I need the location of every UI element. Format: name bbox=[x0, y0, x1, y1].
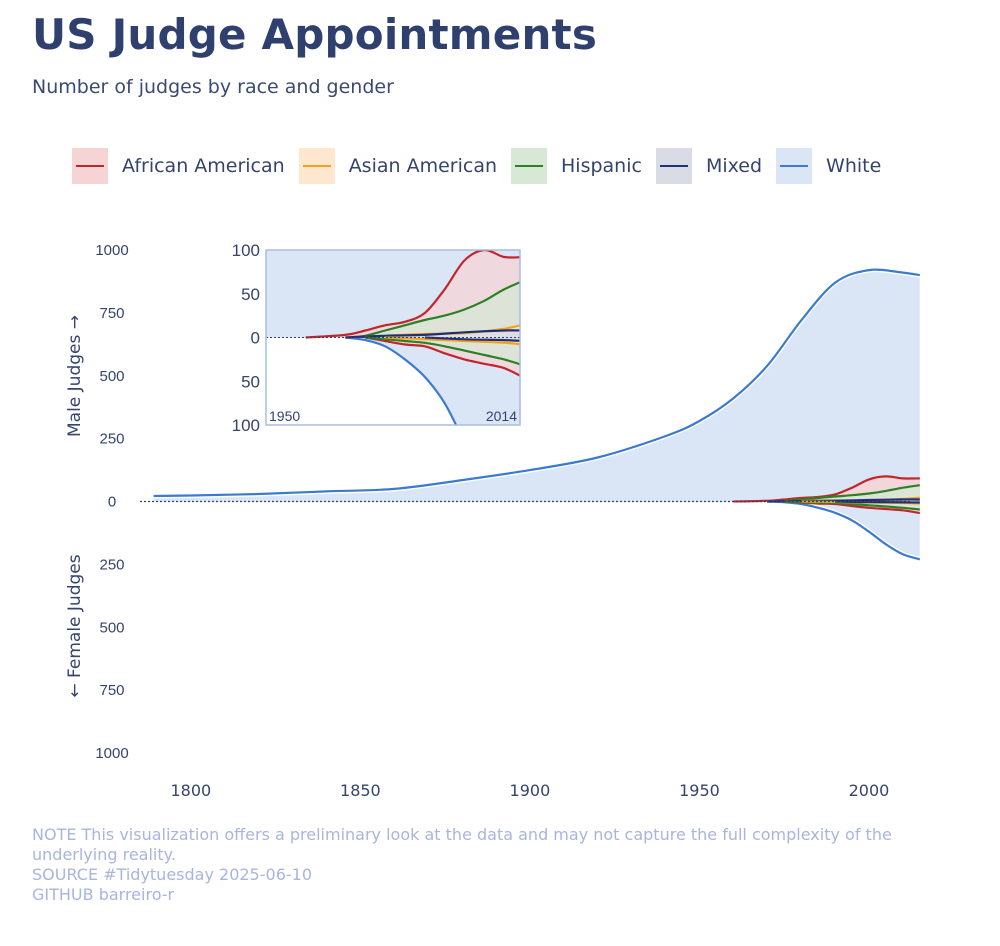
legend-item-hispanic[interactable]: Hispanic bbox=[511, 148, 642, 184]
legend-label: Mixed bbox=[705, 155, 763, 177]
inset-line-hispanic-male bbox=[345, 281, 520, 339]
legend-item-african-american[interactable]: African American bbox=[72, 148, 285, 184]
y-tick-label: 0 bbox=[108, 494, 116, 511]
footer-github[interactable]: GITHUB barreiro-r bbox=[32, 885, 175, 904]
y-tick-label: 500 bbox=[99, 619, 124, 636]
legend-item-mixed[interactable]: Mixed bbox=[655, 148, 763, 184]
x-tick-label: 1950 bbox=[679, 781, 720, 800]
footer-source: SOURCE #Tidytuesday 2025-06-10 bbox=[32, 865, 312, 884]
inset-x-label-start: 1950 bbox=[269, 408, 300, 424]
inset-line-mixed-male bbox=[345, 329, 520, 339]
inset-line-african-american-male bbox=[305, 250, 520, 339]
y-tick-label: 1000 bbox=[95, 745, 128, 762]
area-white-male bbox=[153, 269, 920, 502]
legend-label: Asian American bbox=[348, 155, 498, 177]
line-white-male[interactable] bbox=[153, 268, 920, 498]
inset-content bbox=[266, 250, 520, 425]
x-tick-label: 2000 bbox=[849, 781, 890, 800]
inset-border bbox=[265, 249, 521, 426]
inset-plot: 100 50 0 50 100 1950 2014 bbox=[232, 241, 521, 435]
legend-swatch-hispanic bbox=[511, 148, 548, 184]
footer-note: NOTE This visualization offers a prelimi… bbox=[32, 825, 892, 864]
line-african-american-male[interactable] bbox=[733, 475, 920, 503]
area-hispanic-male bbox=[767, 485, 920, 502]
legend-label: White bbox=[826, 155, 882, 177]
inset-line-asian-american-female bbox=[385, 336, 520, 346]
inset-area-hispanic-female bbox=[365, 337, 520, 365]
y-label-female: ← Female Judges bbox=[65, 554, 85, 697]
x-tick-label: 1850 bbox=[340, 781, 381, 800]
inset-line-mixed-female bbox=[424, 336, 520, 342]
x-tick-label: 1800 bbox=[170, 781, 211, 800]
legend-swatch-white bbox=[776, 148, 813, 184]
inset-line-african-american-female bbox=[365, 336, 520, 377]
legend-swatch-african-american bbox=[72, 148, 108, 184]
footer: NOTE This visualization offers a prelimi… bbox=[32, 825, 962, 905]
inset-y-tick-label: 100 bbox=[232, 241, 260, 260]
y-tick-label: 750 bbox=[99, 305, 124, 322]
inset-x-label-end: 2014 bbox=[486, 408, 517, 424]
x-tick-label: 1900 bbox=[510, 781, 551, 800]
legend-item-asian-american[interactable]: Asian American bbox=[298, 148, 498, 184]
area-white-female bbox=[767, 501, 920, 560]
legend-swatch-asian-american bbox=[298, 148, 335, 184]
y-tick-label: 500 bbox=[99, 368, 124, 385]
legend-item-white[interactable]: White bbox=[776, 148, 881, 184]
chart-subtitle: Number of judges by race and gender bbox=[32, 76, 394, 98]
inset-y-tick-label: 50 bbox=[241, 285, 260, 304]
legend-label: African American bbox=[122, 155, 285, 177]
inset-line-hispanic-female bbox=[365, 336, 520, 366]
inset-area-hispanic-male bbox=[345, 282, 520, 338]
y-tick-label: 750 bbox=[99, 682, 124, 699]
legend: African American Asian American Hispanic… bbox=[72, 146, 895, 186]
inset-y-tick-label: 0 bbox=[251, 329, 260, 348]
main-plot-lines bbox=[153, 267, 921, 562]
y-label-male: Male Judges → bbox=[65, 315, 85, 437]
inset-y-tick-label: 100 bbox=[232, 416, 260, 435]
legend-swatch-mixed bbox=[655, 148, 692, 184]
inset-y-tick-label: 50 bbox=[241, 372, 260, 391]
inset-line-white-female bbox=[345, 336, 458, 425]
legend-label: Hispanic bbox=[561, 155, 642, 177]
y-tick-label: 250 bbox=[99, 431, 124, 448]
chart-title: US Judge Appointments bbox=[32, 10, 598, 59]
y-tick-label: 250 bbox=[99, 556, 124, 573]
y-tick-label: 1000 bbox=[95, 242, 128, 259]
